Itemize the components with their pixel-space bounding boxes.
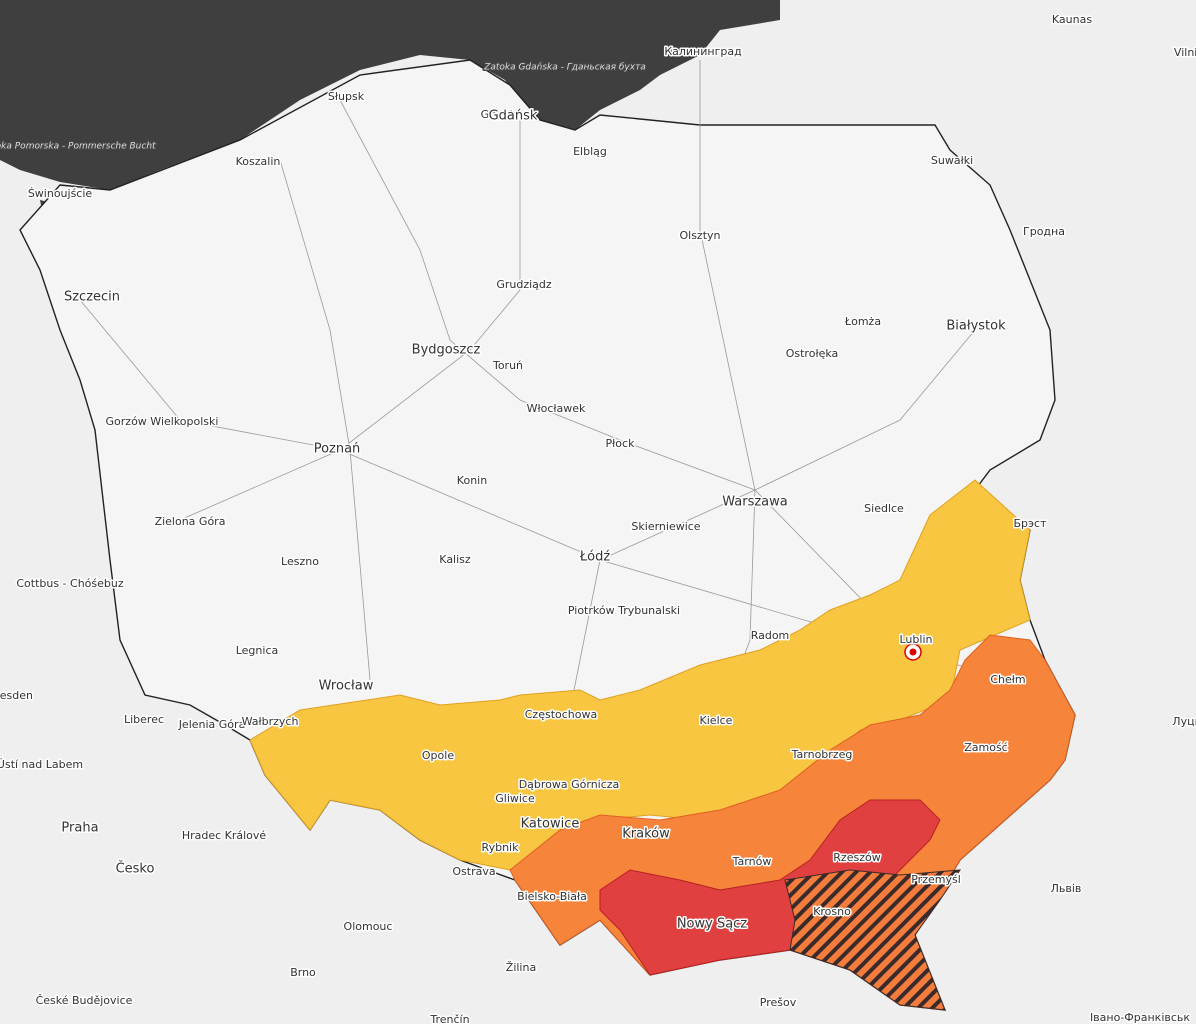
place-label: Świnoujście (28, 187, 93, 200)
place-label: Warszawa (722, 495, 788, 510)
place-label: Tarnów (732, 855, 772, 868)
place-label: Žilina (506, 961, 536, 974)
place-label: Suwałki (931, 154, 973, 167)
place-label: Radom (751, 629, 790, 642)
place-label: Rybnik (482, 841, 520, 854)
place-label: Львів (1051, 882, 1082, 895)
place-label: Калининград (664, 45, 742, 58)
place-label: Ostrava (452, 865, 495, 878)
place-label: Poznań (314, 442, 361, 457)
place-label: Česko (116, 861, 155, 877)
place-label: Gorzów Wielkopolski (106, 415, 219, 428)
place-label: Bielsko-Biała (517, 890, 587, 903)
place-label: Słupsk (328, 90, 365, 103)
place-label: Ústí nad Labem (0, 758, 83, 771)
place-label: Gliwice (495, 792, 535, 805)
place-label: Jelenia Góra (178, 718, 246, 731)
place-label: Płock (606, 437, 636, 450)
place-label: Kraków (622, 827, 670, 842)
place-label: Bydgoszcz (412, 343, 481, 358)
place-label: Tarnobrzeg (791, 748, 853, 761)
place-label: Rzeszów (833, 851, 880, 864)
place-label: Zatoka Gdańska - Гданьская бухта (483, 63, 646, 73)
place-label: Konin (457, 474, 487, 487)
place-label: Olomouc (344, 920, 393, 933)
place-label: Kalisz (439, 553, 471, 566)
warning-level-1 (249, 479, 1031, 871)
place-label: Prešov (760, 996, 797, 1009)
place-label: Dąbrowa Górnicza (519, 778, 620, 791)
place-label: Брэст (1013, 517, 1047, 530)
place-label: Szczecin (64, 290, 120, 305)
place-label: Hradec Králové (182, 829, 267, 842)
place-label: Vilnius (1174, 46, 1196, 59)
place-label: Brno (290, 966, 316, 979)
place-label: Toruń (492, 359, 523, 372)
place-label: Ostrołęka (786, 347, 839, 360)
place-label: Wrocław (319, 679, 374, 694)
place-label: Krosno (813, 905, 851, 918)
place-label: Trenčín (429, 1013, 469, 1024)
lublin-marker[interactable] (904, 643, 922, 661)
place-label: Gdańsk (489, 109, 538, 124)
place-label: Kielce (700, 714, 733, 727)
place-label: Łódź (579, 550, 611, 565)
place-label: Kaunas (1052, 13, 1092, 26)
place-label: Leszno (281, 555, 319, 568)
place-label: Liberec (124, 713, 164, 726)
place-label: Gdynia (481, 108, 520, 121)
place-label: Wałbrzych (242, 715, 299, 728)
place-label: Włocławek (527, 402, 586, 415)
warning-level-hatched (784, 869, 961, 1011)
place-label: Dresden (0, 689, 33, 702)
place-label: Przemyśl (911, 873, 961, 886)
place-label: Nowy Sącz (677, 917, 748, 932)
place-label: Луцьк (1172, 715, 1196, 728)
place-label: Legnica (236, 644, 279, 657)
place-label: Elbląg (573, 145, 607, 158)
place-label: Zamość (964, 741, 1008, 754)
place-label: Grudziądz (496, 278, 552, 291)
place-label: Olsztyn (679, 229, 720, 242)
place-label: Zatoka Pomorska - Pommersche Bucht (0, 142, 156, 152)
place-label: Skierniewice (631, 520, 700, 533)
place-label: Piotrków Trybunalski (568, 604, 680, 617)
place-label: Katowice (521, 817, 580, 832)
place-label: Zielona Góra (155, 515, 226, 528)
place-label: Białystok (946, 319, 1006, 334)
place-label: Івано-Франківськ (1090, 1011, 1190, 1024)
sea (0, 0, 845, 260)
place-label: Opole (422, 749, 454, 762)
place-label: Cottbus - Chóśebuz (16, 577, 124, 590)
place-label: Praha (61, 821, 98, 836)
place-label: Гродна (1023, 225, 1065, 238)
place-label: Lublin (900, 633, 933, 646)
place-label: České Budějovice (36, 994, 133, 1007)
place-label: Koszalin (236, 155, 281, 168)
place-label: Częstochowa (525, 708, 597, 721)
place-label: Chełm (990, 673, 1025, 686)
place-label: Łomża (844, 315, 881, 328)
place-label: Siedlce (864, 502, 904, 515)
